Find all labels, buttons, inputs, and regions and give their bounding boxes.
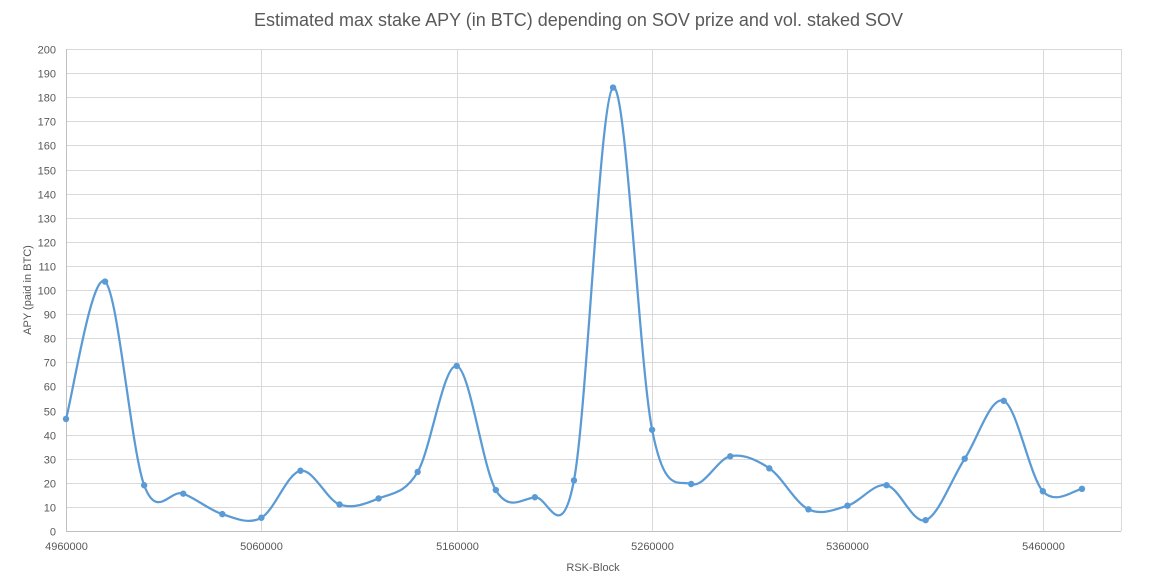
y-tick-label: 0 (50, 527, 56, 539)
data-point (961, 455, 968, 462)
series-line (64, 86, 1083, 522)
data-point (492, 486, 500, 494)
x-tick-label: 5060000 (240, 541, 283, 553)
data-point (414, 468, 421, 476)
x-tick-label: 5260000 (631, 541, 674, 553)
data-point (727, 453, 734, 460)
axes (66, 49, 1121, 532)
data-point (219, 510, 226, 518)
y-tick-label: 120 (38, 238, 56, 250)
y-tick-label: 130 (38, 214, 56, 226)
y-tick-label: 90 (44, 310, 56, 322)
data-point (336, 501, 343, 508)
y-tick-label: 60 (44, 382, 56, 394)
y-tick-label: 30 (44, 455, 56, 467)
y-tick-label: 140 (38, 190, 56, 202)
data-point (883, 482, 890, 489)
series-points (62, 84, 1086, 524)
data-point (844, 502, 851, 509)
x-axis-title: RSK-Block (566, 562, 620, 574)
data-point (766, 465, 773, 472)
y-tick-label: 110 (38, 262, 56, 274)
y-tick-label: 200 (38, 45, 56, 57)
data-point (531, 494, 539, 501)
data-point (1078, 485, 1086, 493)
data-point (101, 278, 109, 285)
y-tick-label: 170 (38, 117, 56, 129)
data-point (687, 480, 695, 488)
tick-labels: 0 10 20 30 40 50 60 70 80 90 100 110 120 130 140 150 160… (38, 45, 1065, 554)
data-point (1039, 488, 1047, 495)
data-point (258, 514, 265, 521)
chart-title: Estimated max stake APY (in BTC) dependi… (254, 10, 903, 30)
y-tick-label: 100 (38, 286, 56, 298)
series-lines (64, 86, 1083, 522)
y-tick-label: 160 (38, 141, 56, 153)
data-point (453, 362, 460, 370)
x-tick-label: 5460000 (1022, 541, 1065, 553)
data-point (62, 415, 70, 423)
y-tick-label: 50 (44, 407, 56, 419)
data-point (648, 426, 656, 433)
y-tick-label: 40 (44, 431, 56, 443)
y-tick-label: 80 (44, 334, 56, 346)
data-point (609, 84, 617, 91)
y-axis-title: APY (paid in BTC) (22, 245, 34, 335)
data-point (297, 467, 304, 474)
data-point (922, 516, 929, 524)
data-point (140, 482, 148, 489)
data-point (1000, 397, 1007, 405)
data-point (180, 490, 187, 497)
y-tick-label: 150 (38, 166, 56, 178)
y-tick-label: 180 (38, 93, 56, 105)
x-tick-label: 4960000 (45, 541, 88, 553)
x-tick-label: 5160000 (436, 541, 479, 553)
x-tick-label: 5360000 (826, 541, 869, 553)
data-point (570, 477, 578, 484)
data-point (375, 495, 382, 502)
y-tick-label: 190 (38, 69, 56, 81)
y-tick-label: 70 (44, 358, 56, 370)
y-tick-label: 10 (44, 503, 56, 515)
y-tick-label: 20 (44, 479, 56, 491)
data-point (805, 506, 812, 513)
